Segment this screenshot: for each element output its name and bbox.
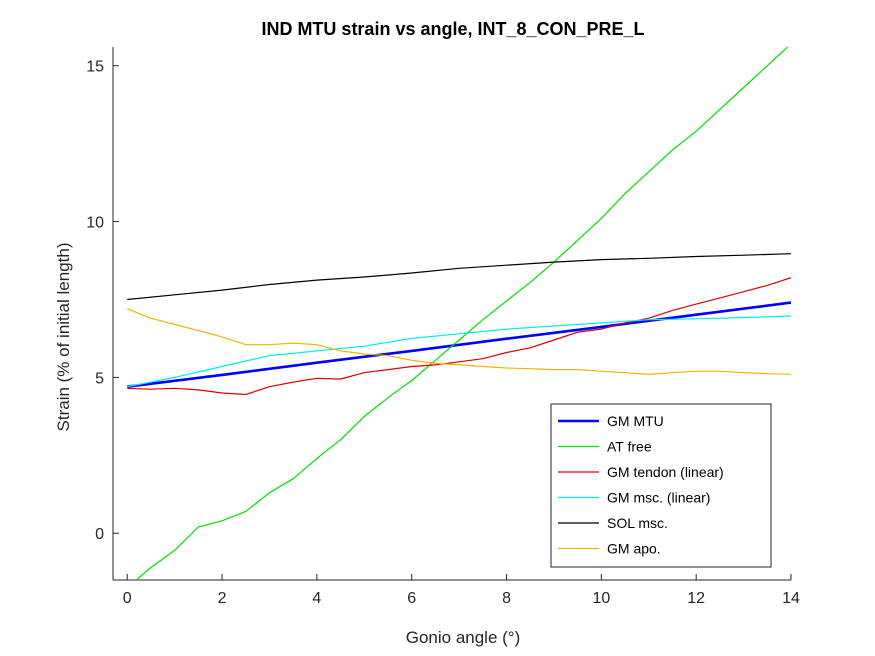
legend-label: SOL msc. bbox=[607, 515, 668, 531]
x-axis-label: Gonio angle (°) bbox=[406, 628, 521, 647]
series-line-gm-apo bbox=[126, 308, 791, 375]
legend-label: GM tendon (linear) bbox=[607, 464, 724, 480]
x-tick-label: 8 bbox=[502, 590, 511, 607]
plot-area: 0 2 4 6 8 10 12 14 0 5 10 15 bbox=[86, 47, 800, 607]
x-tick-label: 0 bbox=[123, 590, 132, 607]
x-tick-label: 12 bbox=[687, 590, 705, 607]
series-line-at-free bbox=[135, 47, 789, 580]
series-line-gm-tendon-linear bbox=[127, 277, 791, 396]
legend-label: GM apo. bbox=[607, 541, 661, 557]
series-line-sol-msc bbox=[127, 253, 791, 301]
legend-label: GM MTU bbox=[607, 413, 664, 429]
series-line-gm-mtu bbox=[127, 301, 791, 388]
x-tick-label: 10 bbox=[592, 590, 610, 607]
y-tick-label: 0 bbox=[95, 526, 104, 543]
x-tick-label: 6 bbox=[407, 590, 416, 607]
legend-label: GM msc. (linear) bbox=[607, 490, 710, 506]
legend-box bbox=[550, 403, 772, 568]
x-tick-label: 4 bbox=[312, 590, 321, 607]
x-tick-label: 2 bbox=[218, 590, 227, 607]
legend-label: AT free bbox=[607, 439, 652, 455]
x-tick-label: 14 bbox=[782, 590, 800, 607]
y-tick-label: 15 bbox=[86, 59, 104, 76]
y-tick-label: 5 bbox=[95, 370, 104, 387]
y-axis-label: Strain (% of initial length) bbox=[54, 243, 73, 432]
y-tick-label: 10 bbox=[86, 215, 104, 232]
series-line-gm-msc-linear bbox=[127, 315, 791, 388]
chart-title: IND MTU strain vs angle, INT_8_CON_PRE_L bbox=[261, 19, 644, 39]
legend: GM MTU AT free GM tendon (linear) GM msc. (… bbox=[550, 403, 772, 568]
